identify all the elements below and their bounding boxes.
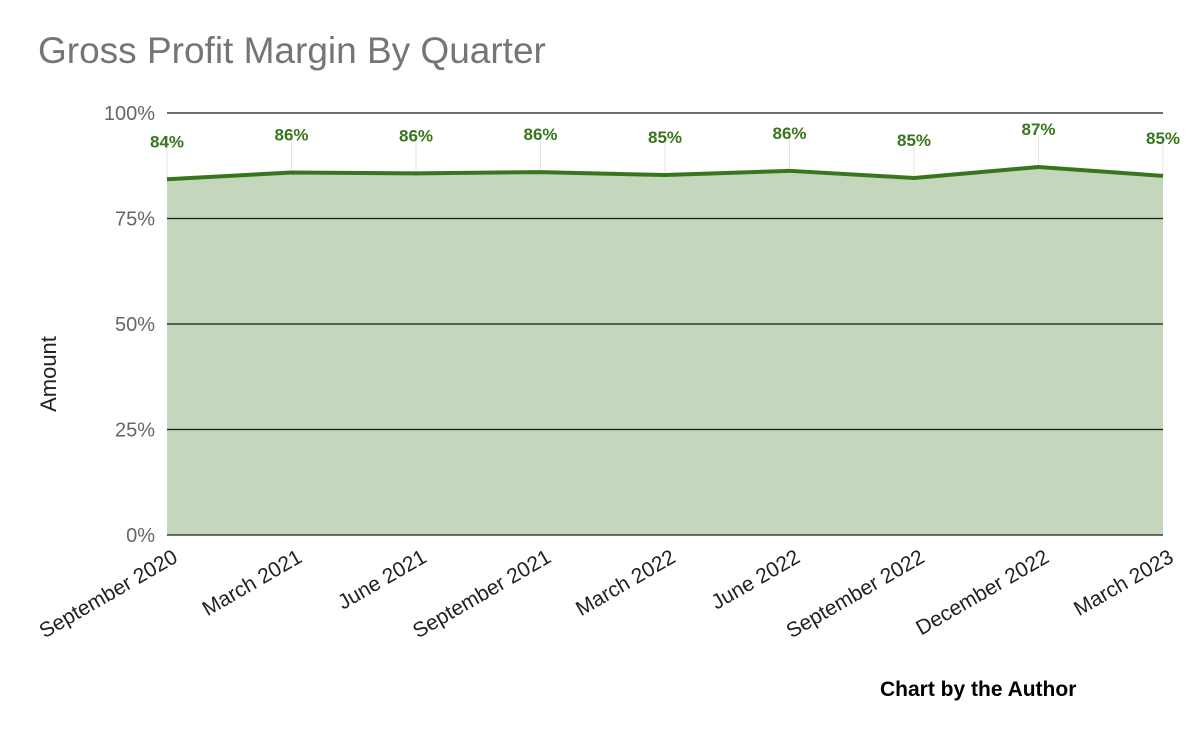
y-axis-title: Amount [36, 336, 61, 412]
x-tick-label: June 2022 [708, 545, 804, 614]
data-label: 85% [897, 131, 931, 150]
x-tick-label: September 2020 [36, 545, 182, 643]
x-tick-label: December 2022 [912, 545, 1053, 640]
data-label: 86% [523, 125, 557, 144]
x-tick-label: September 2021 [409, 545, 555, 643]
data-label: 85% [648, 128, 682, 147]
chart-title: Gross Profit Margin By Quarter [38, 30, 546, 71]
data-label: 85% [1146, 129, 1180, 148]
chart-credit: Chart by the Author [880, 678, 1077, 701]
y-tick-label: 0% [126, 525, 155, 547]
data-label: 86% [772, 124, 806, 143]
x-tick-label: March 2023 [1070, 545, 1178, 620]
x-tick-label: June 2021 [334, 545, 430, 614]
series-line [166, 165, 1164, 182]
x-tick-label: March 2021 [198, 545, 306, 620]
x-tick-label: September 2022 [783, 545, 929, 643]
y-tick-label: 25% [115, 420, 155, 442]
area-fill [167, 167, 1163, 536]
x-tick-label: March 2022 [572, 545, 680, 620]
data-label: 86% [399, 126, 433, 145]
y-tick-label: 50% [115, 314, 155, 336]
data-label: 84% [150, 132, 184, 151]
y-tick-label: 75% [115, 209, 155, 231]
data-label: 87% [1021, 120, 1055, 139]
y-tick-label: 100% [104, 103, 155, 125]
data-label: 86% [274, 126, 308, 145]
